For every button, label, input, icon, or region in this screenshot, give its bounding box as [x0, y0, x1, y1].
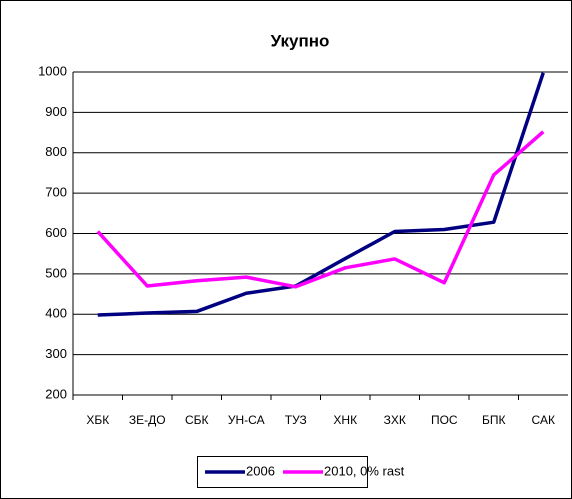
legend-label: 2006 — [246, 463, 275, 478]
x-tick-label: ЗЕ-ДО — [129, 413, 166, 427]
y-tick-label: 400 — [45, 306, 67, 321]
chart-title: Укупно — [271, 31, 330, 50]
x-tick-label: СБК — [185, 413, 209, 427]
y-tick-label: 500 — [45, 265, 67, 280]
y-tick-label: 700 — [45, 185, 67, 200]
y-tick-label: 1000 — [38, 63, 67, 78]
x-tick-label: ХНК — [333, 413, 357, 427]
x-tick-label: ПОС — [431, 413, 458, 427]
y-tick-label: 300 — [45, 346, 67, 361]
y-tick-label: 800 — [45, 144, 67, 159]
y-tick-label: 200 — [45, 386, 67, 401]
series-line — [96, 130, 545, 289]
x-tick-label: ХБК — [86, 413, 109, 427]
y-tick-label: 600 — [45, 225, 67, 240]
x-tick-label: БПК — [482, 413, 506, 427]
legend-label: 2010, 0% rast — [324, 463, 405, 478]
y-tick-label: 900 — [45, 104, 67, 119]
x-tick-label: УН-СА — [228, 413, 265, 427]
x-tick-label: ЗХК — [384, 413, 406, 427]
x-tick-label: САК — [532, 413, 555, 427]
x-tick-label: ТУЗ — [285, 413, 307, 427]
